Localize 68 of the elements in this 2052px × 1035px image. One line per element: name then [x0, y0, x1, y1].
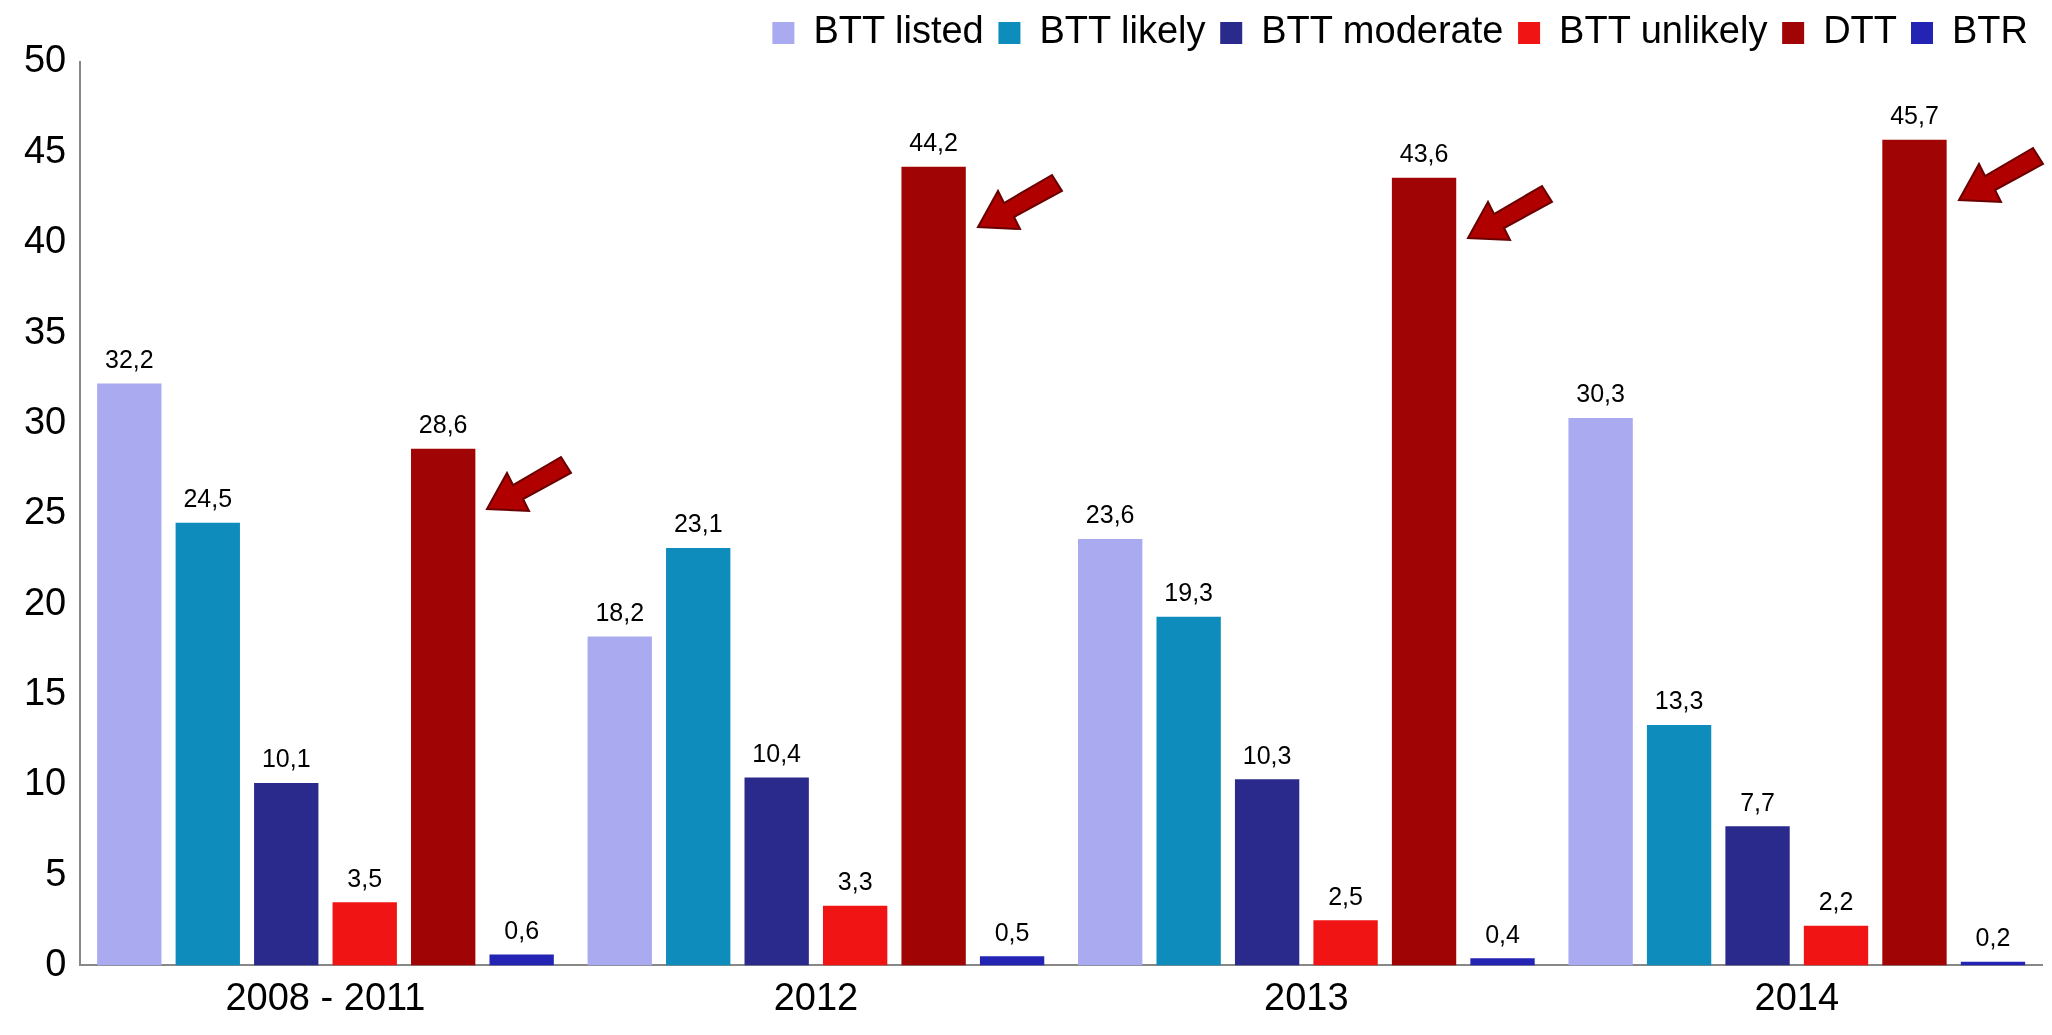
data-label: 30,3 — [1576, 379, 1625, 408]
data-label: 10,1 — [261, 744, 311, 773]
data-label: 23,1 — [673, 509, 723, 538]
bar — [979, 956, 1045, 966]
data-label: 28,6 — [418, 410, 468, 439]
y-tick-label: 35 — [23, 309, 67, 352]
bar — [822, 905, 888, 966]
data-label: 3,5 — [347, 863, 383, 892]
bar — [1078, 539, 1143, 966]
data-label: 10,4 — [752, 738, 802, 767]
data-label: 0,6 — [504, 915, 540, 944]
bar — [175, 522, 240, 966]
bar — [411, 448, 476, 966]
data-label: 3,3 — [837, 867, 873, 896]
bar — [97, 383, 162, 966]
x-tick-label: 2012 — [773, 975, 859, 1018]
y-tick-label: 25 — [23, 490, 67, 533]
data-label: 0,2 — [1975, 923, 2011, 952]
legend-label: BTT likely — [1039, 9, 1206, 52]
data-label: 19,3 — [1164, 578, 1213, 607]
bar — [587, 636, 652, 966]
bar — [1568, 417, 1633, 966]
bar — [332, 902, 397, 966]
bar — [1156, 616, 1221, 966]
bar — [489, 954, 554, 966]
y-tick-label: 20 — [23, 580, 67, 623]
bar — [744, 777, 809, 966]
y-tick-label: 5 — [45, 851, 67, 894]
y-tick-label: 30 — [23, 399, 67, 442]
data-label: 0,4 — [1485, 919, 1520, 948]
bar — [1725, 826, 1790, 966]
bar — [1882, 139, 1947, 966]
data-label: 43,6 — [1399, 139, 1449, 168]
bar — [1234, 779, 1300, 966]
data-label: 2,5 — [1328, 881, 1363, 910]
y-tick-label: 40 — [23, 219, 67, 262]
bar — [1391, 177, 1457, 966]
y-tick-label: 50 — [23, 38, 67, 81]
x-tick-label: 2008 - 2011 — [225, 975, 426, 1018]
bar — [1646, 725, 1712, 966]
data-label: 7,7 — [1740, 787, 1775, 816]
data-label: 0,5 — [994, 917, 1030, 946]
bar — [666, 548, 731, 966]
legend-label: BTT listed — [813, 9, 984, 52]
y-tick-label: 45 — [23, 128, 67, 171]
bar — [254, 782, 319, 966]
y-tick-label: 0 — [45, 941, 67, 984]
data-label: 18,2 — [595, 597, 645, 626]
legend-label: DTT — [1823, 9, 1898, 52]
y-tick-label: 10 — [23, 761, 67, 804]
data-label: 23,6 — [1085, 500, 1135, 529]
data-label: 13,3 — [1654, 686, 1704, 715]
data-label: 32,2 — [104, 345, 154, 373]
data-label: 45,7 — [1890, 101, 1939, 130]
bar — [901, 166, 966, 966]
data-label: 2,2 — [1818, 887, 1854, 916]
legend-label: BTT unlikely — [1559, 9, 1768, 52]
bar — [1803, 925, 1869, 966]
legend-label: BTT moderate — [1261, 9, 1504, 52]
data-label: 44,2 — [909, 128, 958, 157]
legend-label: BTR — [1952, 9, 2028, 52]
x-tick-label: 2013 — [1264, 975, 1349, 1018]
data-label: 10,3 — [1242, 740, 1292, 769]
bar — [1470, 958, 1535, 966]
x-tick-label: 2014 — [1754, 975, 1840, 1018]
y-tick-label: 15 — [23, 670, 67, 713]
data-label: 24,5 — [183, 484, 233, 513]
bar — [1313, 920, 1378, 966]
